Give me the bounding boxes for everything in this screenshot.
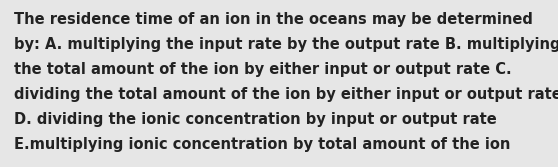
- Text: dividing the total amount of the ion by either input or output rate: dividing the total amount of the ion by …: [14, 87, 558, 102]
- Text: D. dividing the ionic concentration by input or output rate: D. dividing the ionic concentration by i…: [14, 112, 497, 127]
- Text: the total amount of the ion by either input or output rate C.: the total amount of the ion by either in…: [14, 62, 512, 77]
- Text: The residence time of an ion in the oceans may be determined: The residence time of an ion in the ocea…: [14, 12, 533, 27]
- Text: E.multiplying ionic concentration by total amount of the ion: E.multiplying ionic concentration by tot…: [14, 137, 511, 152]
- Text: by: A. multiplying the input rate by the output rate B. multiplying: by: A. multiplying the input rate by the…: [14, 37, 558, 52]
